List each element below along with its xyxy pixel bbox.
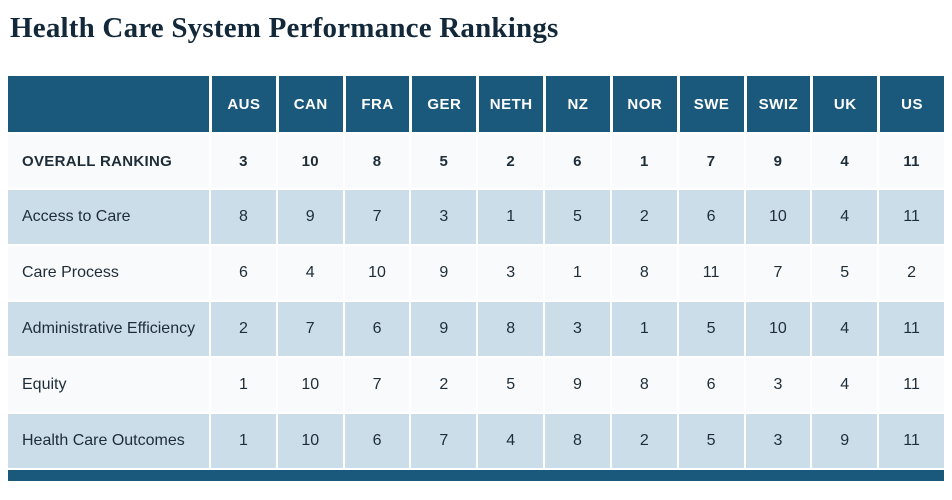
- column-header-neth: NETH: [476, 76, 544, 132]
- rank-cell: 10: [275, 132, 343, 188]
- rank-cell: 11: [877, 188, 944, 244]
- rank-cell: 1: [209, 412, 276, 468]
- table-row: Administrative Efficiency 2 7 6 9 8 3 1 5 10 4 11: [8, 300, 944, 356]
- rank-cell: 8: [342, 132, 410, 188]
- column-header-fra: FRA: [342, 76, 410, 132]
- rank-cell: 2: [609, 188, 677, 244]
- rankings-table: AUS CAN FRA GER NETH NZ NOR SWE SWIZ UK US OVERALL…: [8, 76, 944, 468]
- rank-cell: 8: [609, 244, 677, 300]
- table-header: AUS CAN FRA GER NETH NZ NOR SWE SWIZ UK US: [8, 76, 944, 132]
- rank-cell: 6: [543, 132, 610, 188]
- rank-cell: 4: [810, 356, 878, 412]
- row-label: Administrative Efficiency: [8, 300, 209, 356]
- rank-cell: 9: [409, 244, 477, 300]
- table-row: Health Care Outcomes 1 10 6 7 4 8 2 5 3 9 11: [8, 412, 944, 468]
- row-label: Access to Care: [8, 188, 209, 244]
- rank-cell: 4: [810, 188, 878, 244]
- rank-cell: 5: [476, 356, 544, 412]
- rank-cell: 9: [743, 132, 811, 188]
- rank-cell: 3: [476, 244, 544, 300]
- table-row: Care Process 6 4 10 9 3 1 8 11 7 5 2: [8, 244, 944, 300]
- rank-cell: 10: [275, 356, 343, 412]
- rank-cell: 7: [342, 188, 410, 244]
- table-footer-bar: [8, 470, 944, 481]
- rank-cell: 7: [409, 412, 477, 468]
- rank-cell: 1: [209, 356, 276, 412]
- rank-cell: 5: [676, 300, 744, 356]
- rank-cell: 7: [342, 356, 410, 412]
- rank-cell: 4: [275, 244, 343, 300]
- rank-cell: 11: [877, 412, 944, 468]
- column-header-ger: GER: [409, 76, 477, 132]
- row-label: Care Process: [8, 244, 209, 300]
- rank-cell: 6: [342, 300, 410, 356]
- rank-cell: 8: [209, 188, 276, 244]
- rank-cell: 3: [209, 132, 276, 188]
- rank-cell: 3: [543, 300, 610, 356]
- page-title: Health Care System Performance Rankings: [10, 12, 559, 44]
- header-row: AUS CAN FRA GER NETH NZ NOR SWE SWIZ UK US: [8, 76, 944, 132]
- rank-cell: 2: [476, 132, 544, 188]
- row-label: OVERALL RANKING: [8, 132, 209, 188]
- column-header-uk: UK: [810, 76, 878, 132]
- row-label: Health Care Outcomes: [8, 412, 209, 468]
- rank-cell: 3: [743, 356, 811, 412]
- row-label: Equity: [8, 356, 209, 412]
- rank-cell: 4: [810, 300, 878, 356]
- column-header-swe: SWE: [676, 76, 744, 132]
- column-header-us: US: [877, 76, 944, 132]
- rank-cell: 9: [275, 188, 343, 244]
- rank-cell: 11: [877, 356, 944, 412]
- rank-cell: 5: [543, 188, 610, 244]
- rank-cell: 1: [609, 132, 677, 188]
- rank-cell: 6: [342, 412, 410, 468]
- rank-cell: 9: [543, 356, 610, 412]
- rank-cell: 1: [476, 188, 544, 244]
- table-row: OVERALL RANKING 3 10 8 5 2 6 1 7 9 4 11: [8, 132, 944, 188]
- rank-cell: 7: [676, 132, 744, 188]
- rank-cell: 5: [676, 412, 744, 468]
- rank-cell: 2: [609, 412, 677, 468]
- column-header-nor: NOR: [609, 76, 677, 132]
- rank-cell: 2: [209, 300, 276, 356]
- rank-cell: 8: [543, 412, 610, 468]
- page: Health Care System Performance Rankings …: [8, 12, 944, 481]
- table-body: OVERALL RANKING 3 10 8 5 2 6 1 7 9 4 11 Access to Ca…: [8, 132, 944, 468]
- rank-cell: 4: [810, 132, 878, 188]
- rank-cell: 9: [409, 300, 477, 356]
- rank-cell: 11: [676, 244, 744, 300]
- rank-cell: 9: [810, 412, 878, 468]
- rank-cell: 8: [609, 356, 677, 412]
- column-header-nz: NZ: [543, 76, 610, 132]
- rank-cell: 8: [476, 300, 544, 356]
- rank-cell: 5: [409, 132, 477, 188]
- rank-cell: 10: [342, 244, 410, 300]
- corner-header-cell: [8, 76, 209, 132]
- rank-cell: 10: [743, 188, 811, 244]
- rank-cell: 2: [409, 356, 477, 412]
- rank-cell: 3: [409, 188, 477, 244]
- rank-cell: 1: [609, 300, 677, 356]
- rank-cell: 11: [877, 132, 944, 188]
- rank-cell: 7: [743, 244, 811, 300]
- rank-cell: 10: [743, 300, 811, 356]
- rank-cell: 6: [676, 188, 744, 244]
- table-row: Equity 1 10 7 2 5 9 8 6 3 4 11: [8, 356, 944, 412]
- rank-cell: 10: [275, 412, 343, 468]
- table-row: Access to Care 8 9 7 3 1 5 2 6 10 4 11: [8, 188, 944, 244]
- rank-cell: 4: [476, 412, 544, 468]
- rank-cell: 6: [209, 244, 276, 300]
- rank-cell: 1: [543, 244, 610, 300]
- rank-cell: 11: [877, 300, 944, 356]
- rank-cell: 2: [877, 244, 944, 300]
- rank-cell: 7: [275, 300, 343, 356]
- rank-cell: 6: [676, 356, 744, 412]
- column-header-swiz: SWIZ: [743, 76, 811, 132]
- column-header-can: CAN: [275, 76, 343, 132]
- rank-cell: 3: [743, 412, 811, 468]
- column-header-aus: AUS: [209, 76, 276, 132]
- rank-cell: 5: [810, 244, 878, 300]
